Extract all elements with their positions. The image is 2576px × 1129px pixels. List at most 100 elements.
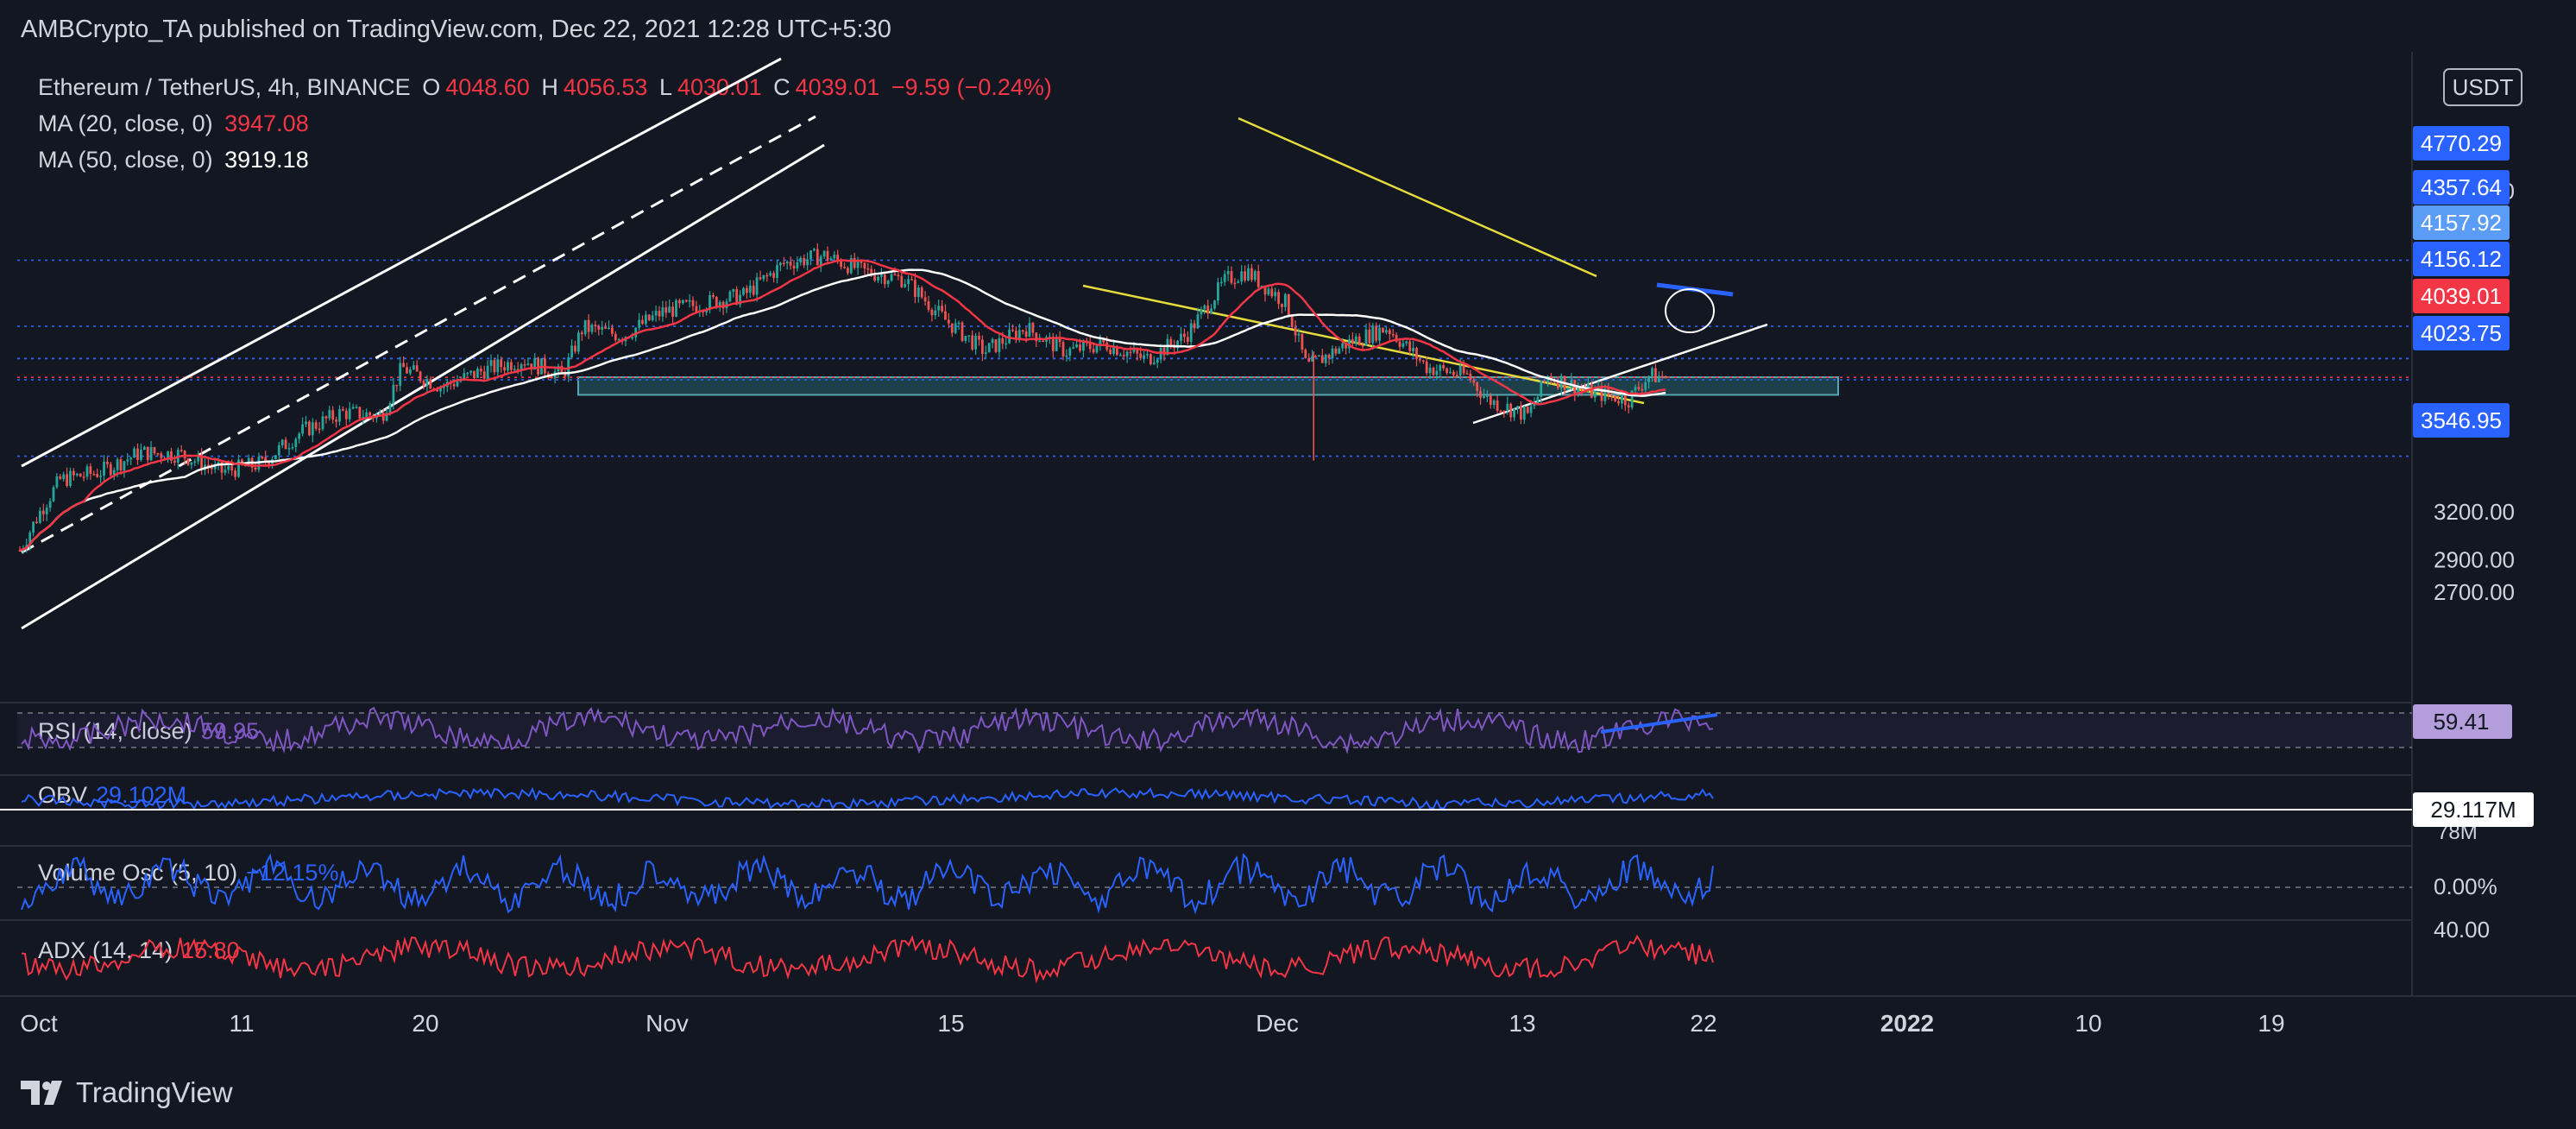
candle [900,271,904,288]
candle [1647,375,1650,389]
candle [907,275,910,292]
candle [923,291,927,306]
price-axis-tick: 2900.00 [2434,547,2515,573]
candle [28,530,32,551]
candle [1095,345,1099,354]
candle [1267,286,1270,296]
ascending-channel[interactable] [21,57,825,630]
candle [274,455,277,460]
volume-osc-pane[interactable]: 0.00% [17,853,2497,915]
candle [1061,340,1065,361]
candle [1385,326,1388,335]
candle [1421,359,1425,364]
candle [792,260,796,275]
ma20-legend[interactable]: MA (20, close, 0) 3947.08 [38,110,314,137]
candle [479,365,482,375]
candle [1338,346,1341,355]
candle [1405,340,1408,346]
price-badge-text: 4023.75 [2421,320,2502,346]
candle [967,335,971,343]
ma50-legend[interactable]: MA (50, close, 0) 3919.18 [38,147,314,173]
candle [1432,366,1435,376]
candle [755,272,759,302]
tradingview-logo[interactable]: TradingView [21,1076,233,1109]
symbol-legend: Ethereum / TetherUS, 4h, BINANCE O 4048.6… [38,74,1057,101]
obv-label: OBV [38,782,88,808]
candle [1603,384,1607,405]
candle [314,419,318,432]
candle [1152,356,1156,365]
candle [847,266,849,275]
candle [1118,352,1122,356]
price-level-lines [17,259,2412,457]
currency-badge[interactable] [2443,68,2522,106]
candle [765,272,769,282]
candle [829,255,833,262]
candle [1382,327,1384,333]
candle [200,448,203,476]
candle [1230,266,1233,285]
obv-pane[interactable]: 78M 29.117M [0,786,2534,844]
publish-header: AMBCrypto_TA published on TradingView.co… [21,16,891,43]
candle [1088,337,1092,353]
candle [1452,369,1455,378]
candle [503,361,506,375]
candle [381,409,385,425]
candle [1364,324,1368,347]
candle [1492,399,1496,409]
candle [160,451,163,464]
candle [419,370,422,384]
candle [1210,304,1212,315]
candle [796,256,799,272]
candle [284,437,287,450]
candle [1570,373,1573,391]
candle [914,273,916,304]
candle [1351,332,1354,347]
rising-support-line[interactable] [1472,323,1768,425]
support-zone[interactable] [577,376,1839,396]
candle [978,331,980,346]
candle [1368,322,1371,346]
candle [170,448,173,464]
time-axis-tick: 22 [1690,1010,1716,1037]
candle [1122,349,1125,361]
ma20-line [19,259,1666,552]
candle [732,288,735,298]
candle [1345,343,1347,355]
candle [1469,369,1472,383]
candle [406,363,408,375]
candle [809,249,812,266]
candle [920,286,923,300]
candle [580,330,583,341]
time-axis-tick: 11 [229,1010,254,1037]
candle [813,248,816,252]
candle [1219,277,1223,287]
candle [301,417,304,437]
candle [645,311,647,326]
candle [69,467,72,488]
candle [1445,367,1448,375]
time-axis[interactable]: Oct 11 20 Nov 15 Dec 13 22 2022 10 19 [20,1010,2284,1037]
candle [544,354,546,378]
pane-borders [0,52,2576,997]
candle [671,301,674,325]
brand-text: TradingView [76,1076,233,1108]
symbol-title[interactable]: Ethereum / TetherUS, 4h, BINANCE [38,74,411,100]
rsi-trendline[interactable] [1600,713,1718,734]
adx-pane[interactable]: 40.00 [21,917,2490,984]
candle [1193,319,1196,333]
candle [234,468,236,481]
low-label: L [658,74,672,100]
candle [1391,328,1395,338]
rsi-pane[interactable]: 59.41 [17,704,2512,754]
candle [342,406,344,412]
candle [486,360,489,380]
candle [103,455,105,483]
candle [668,300,671,313]
candle [510,358,513,373]
candle [1318,355,1320,357]
candle [1415,346,1418,367]
descending-wedge[interactable] [1082,117,1645,405]
